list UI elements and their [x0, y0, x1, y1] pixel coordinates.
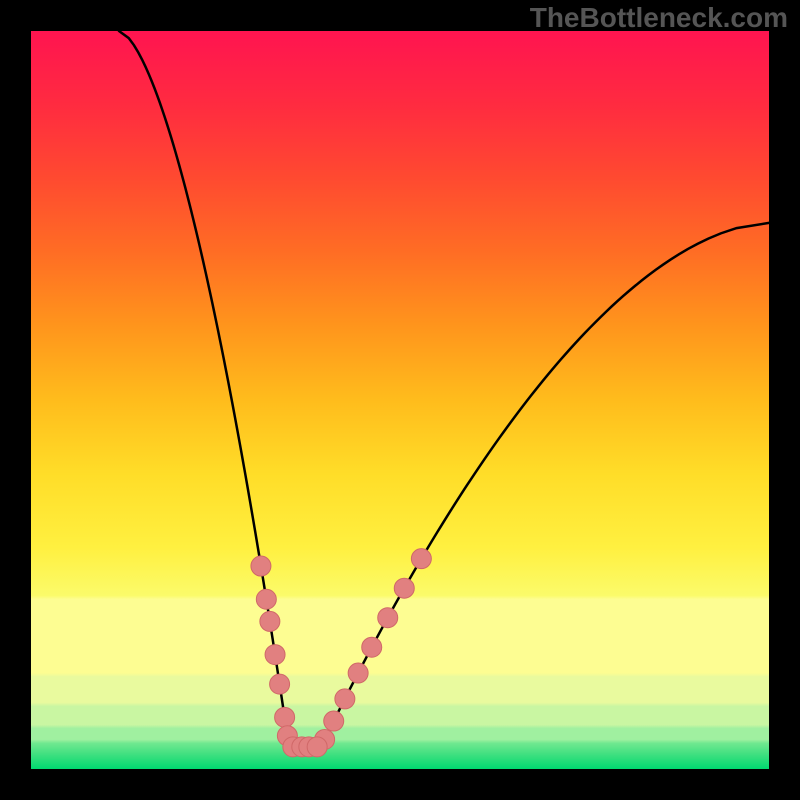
- data-marker: [335, 689, 355, 709]
- data-marker: [348, 663, 368, 683]
- data-marker: [275, 707, 295, 727]
- data-marker: [270, 674, 290, 694]
- data-marker: [256, 589, 276, 609]
- frame-left: [0, 0, 31, 800]
- data-marker: [251, 556, 271, 576]
- data-marker: [411, 549, 431, 569]
- data-marker: [265, 645, 285, 665]
- data-marker: [378, 608, 398, 628]
- data-marker: [260, 611, 280, 631]
- data-marker: [324, 711, 344, 731]
- frame-bottom: [0, 769, 800, 800]
- bottleneck-curve-chart: [0, 0, 800, 800]
- data-marker: [307, 737, 327, 757]
- plot-background: [31, 31, 769, 769]
- data-marker: [362, 637, 382, 657]
- watermark-text: TheBottleneck.com: [530, 2, 788, 34]
- data-marker: [394, 578, 414, 598]
- frame-right: [769, 0, 800, 800]
